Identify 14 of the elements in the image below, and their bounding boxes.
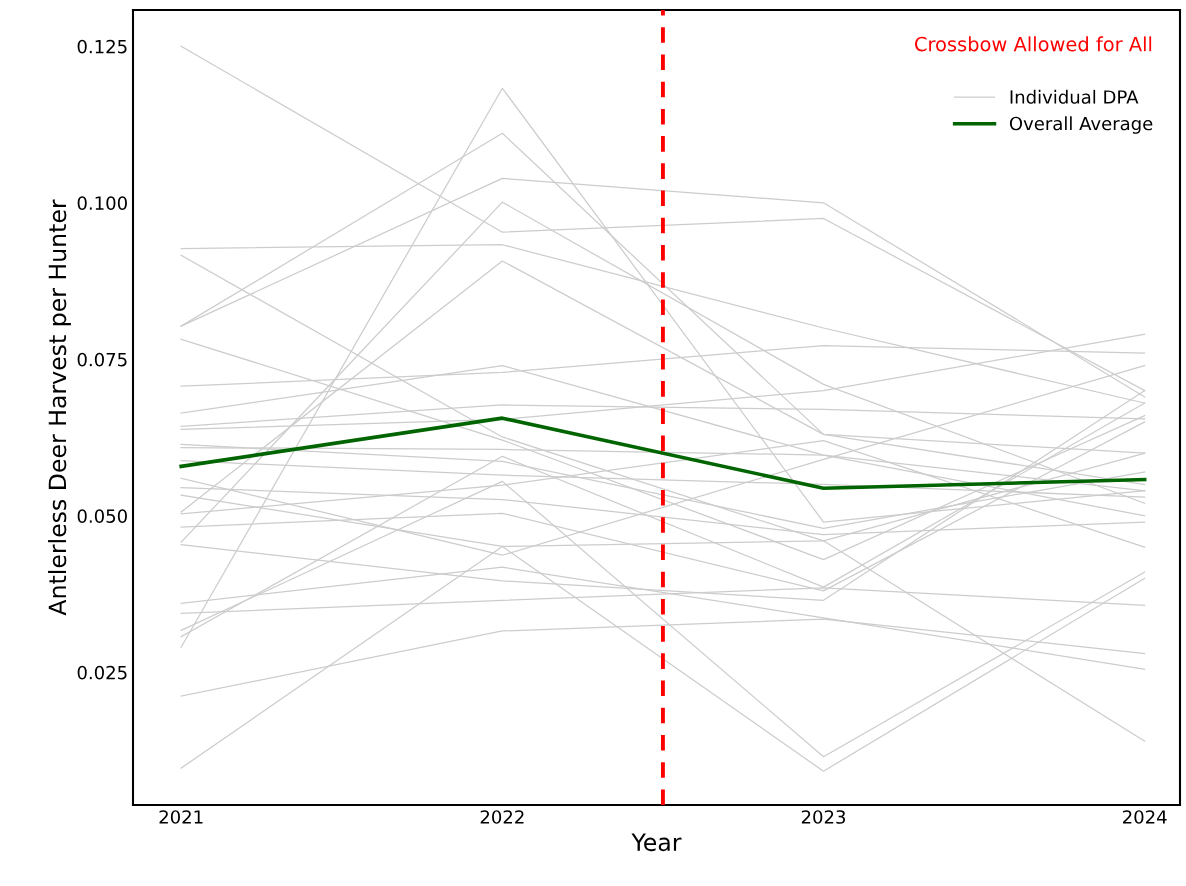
- x-axis-title: Year: [631, 833, 682, 852]
- legend-label: Individual DPA: [1010, 89, 1139, 104]
- x-tick-label: 2023: [801, 810, 846, 824]
- y-tick-label: 0.125: [77, 39, 127, 54]
- y-tick-label: 0.075: [77, 352, 127, 367]
- y-tick-label: 0.100: [77, 196, 127, 210]
- x-tick-label: 2024: [1123, 810, 1167, 824]
- y-tick-label: 0.025: [77, 665, 127, 680]
- ref-line-label: Crossbow Allowed for All: [915, 36, 1152, 52]
- x-tick-label: 2021: [159, 810, 203, 824]
- y-tick-label: 0.050: [77, 509, 127, 523]
- x-tick-label: 2022: [480, 810, 524, 824]
- y-axis-title: Antlerless Deer Harvest per Hunter: [48, 199, 71, 616]
- legend-label: Overall Average: [1009, 116, 1153, 134]
